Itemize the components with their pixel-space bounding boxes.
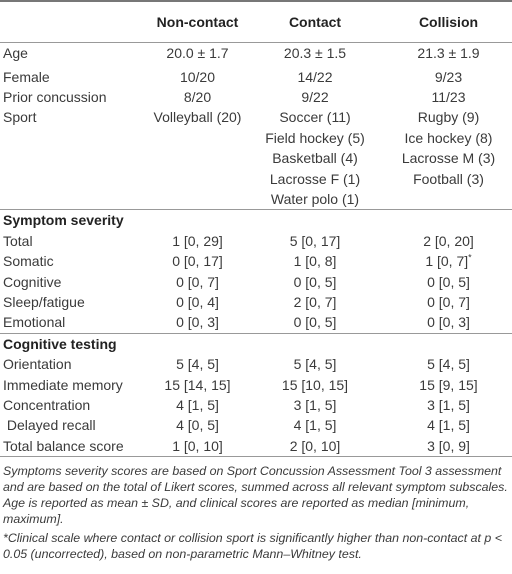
table-row: Concentration 4 [1, 5] 3 [1, 5] 3 [1, 5] xyxy=(0,395,512,415)
section-title: Cognitive testing xyxy=(0,332,512,355)
cell-line: Rugby (9) xyxy=(417,109,480,126)
cell: 5 [4, 5] xyxy=(427,356,470,373)
column-header: Collision xyxy=(385,0,512,43)
column-header: Non-contact xyxy=(150,0,245,43)
section-row: Cognitive testing xyxy=(0,332,512,355)
cell: 0 [0, 5] xyxy=(293,273,337,290)
cell-line: Lacrosse F (1) xyxy=(269,170,361,187)
cell: 1 [0, 8] xyxy=(293,253,337,270)
cell: 15 [10, 15] xyxy=(281,376,349,393)
table-row: Emotional 0 [0, 3] 0 [0, 5] 0 [0, 3] xyxy=(0,312,512,333)
cell: 8/20 xyxy=(183,88,212,105)
cell: 1 [0, 10] xyxy=(150,435,245,458)
cell: 3 [0, 9] xyxy=(385,435,512,458)
table-row: Delayed recall 4 [0, 5] 4 [1, 5] 4 [1, 5] xyxy=(0,415,512,435)
cell: 0 [0, 3] xyxy=(427,314,470,331)
cell: 3 [1, 5] xyxy=(427,397,470,413)
cell-line: Volleyball (20) xyxy=(153,109,242,126)
table-row: Immediate memory 15 [14, 15] 15 [10, 15] 15… xyxy=(0,375,512,395)
footnote: *Clinical scale where contact or collisi… xyxy=(3,531,502,562)
row-label: Orientation xyxy=(3,356,72,373)
cell-line: Field hockey (5) xyxy=(265,129,365,146)
table-row: Sport Volleyball (20) Soccer (11) Field hoc… xyxy=(0,107,512,210)
row-label: Prior concussion xyxy=(3,88,107,105)
footnotes: Symptoms severity scores are based on Sp… xyxy=(0,457,512,562)
section-row: Symptom severity xyxy=(0,209,512,231)
table-row: Cognitive 0 [0, 7] 0 [0, 5] 0 [0, 5] xyxy=(0,272,512,292)
data-table: Non-contact Contact Collision Age 20.0 ± 1.… xyxy=(0,0,512,458)
cell: 0 [0, 7] xyxy=(176,273,219,290)
cell: 4 [1, 5] xyxy=(293,417,337,434)
table-row: Age 20.0 ± 1.7 20.3 ± 1.5 21.3 ± 1.9 xyxy=(0,43,512,67)
row-label: Cognitive xyxy=(3,273,62,290)
cell: 5 [0, 17] xyxy=(289,232,341,249)
table-row: Total 1 [0, 29] 5 [0, 17] 2 [0, 20] xyxy=(0,231,512,251)
cell: 20.0 ± 1.7 xyxy=(166,45,229,61)
cell: Soccer (11) Field hockey (5) Basketball (4… xyxy=(245,107,385,210)
cell: 0 [0, 3] xyxy=(176,314,219,331)
corner xyxy=(0,0,150,43)
cell-line: Football (3) xyxy=(413,170,484,187)
row-label: Sleep/fatigue xyxy=(3,293,85,310)
cell: 0 [0, 5] xyxy=(427,273,470,290)
cell-line: Water polo (1) xyxy=(270,190,360,207)
cell: 0 [0, 4] xyxy=(176,293,219,310)
row-label: Total xyxy=(3,232,33,249)
cell: Rugby (9) Ice hockey (8) Lacrosse M (3) Foo… xyxy=(385,107,512,210)
cell: 2 [0, 7] xyxy=(293,293,337,310)
cell: 3 [1, 5] xyxy=(293,397,337,413)
table-row: Orientation 5 [4, 5] 5 [4, 5] 5 [4, 5] xyxy=(0,354,512,374)
cell-line: Basketball (4) xyxy=(272,150,358,167)
row-label: Age xyxy=(3,45,28,61)
table-row: Sleep/fatigue 0 [0, 4] 2 [0, 7] 0 [0, 7] xyxy=(0,292,512,312)
cell: 21.3 ± 1.9 xyxy=(417,45,480,61)
significance-mark: * xyxy=(468,252,472,263)
table-row: Female 10/20 14/22 9/23 xyxy=(0,67,512,87)
cell: 4 [1, 5] xyxy=(427,417,470,434)
cell: 15 [9, 15] xyxy=(419,376,478,393)
row-label: Total balance score xyxy=(0,435,150,458)
cell: 4 [1, 5] xyxy=(176,397,219,413)
section-title: Symptom severity xyxy=(0,209,512,231)
table-row: Somatic 0 [0, 17] 1 [0, 8] 1 [0, 7]* xyxy=(0,251,512,271)
table-row: Total balance score 1 [0, 10] 2 [0, 10] 3 [… xyxy=(0,435,512,458)
cell-line: Ice hockey (8) xyxy=(404,129,493,146)
cell: 0 [0, 7] xyxy=(427,293,470,310)
cell: 2 [0, 20] xyxy=(423,232,474,249)
cell: 10/20 xyxy=(179,68,216,85)
row-label: Somatic xyxy=(3,253,54,270)
cell-line: Lacrosse M (3) xyxy=(401,150,496,167)
row-label: Immediate memory xyxy=(3,376,123,393)
cell-value: 1 [0, 7] xyxy=(425,253,469,270)
cell: Volleyball (20) xyxy=(150,107,245,210)
cell: 9/23 xyxy=(434,68,463,85)
row-label: Sport xyxy=(3,109,37,126)
header-row: Non-contact Contact Collision xyxy=(0,0,512,43)
footnote: Symptoms severity scores are based on Sp… xyxy=(3,464,508,527)
cell-line: Soccer (11) xyxy=(279,109,351,126)
cell: 5 [4, 5] xyxy=(293,356,337,373)
cell: 0 [0, 17] xyxy=(172,253,223,270)
cell: 15 [14, 15] xyxy=(164,376,231,393)
cell: 4 [0, 5] xyxy=(176,417,219,434)
row-label: Female xyxy=(3,68,50,85)
cell: 11/23 xyxy=(431,88,466,105)
cell: 5 [4, 5] xyxy=(176,356,219,373)
cell: 9/22 xyxy=(301,88,329,105)
cell: 14/22 xyxy=(297,68,333,85)
row-label: Concentration xyxy=(3,397,91,413)
cell: 0 [0, 5] xyxy=(293,314,337,331)
table-row: Prior concussion 8/20 9/22 11/23 xyxy=(0,87,512,107)
row-label: Emotional xyxy=(3,314,66,331)
cell: 2 [0, 10] xyxy=(245,435,385,458)
column-header: Contact xyxy=(245,0,385,43)
cell: 1 [0, 29] xyxy=(172,232,223,249)
cell: 1 [0, 7]* xyxy=(385,251,512,271)
cell: 20.3 ± 1.5 xyxy=(283,45,347,61)
row-label: Delayed recall xyxy=(3,417,96,434)
